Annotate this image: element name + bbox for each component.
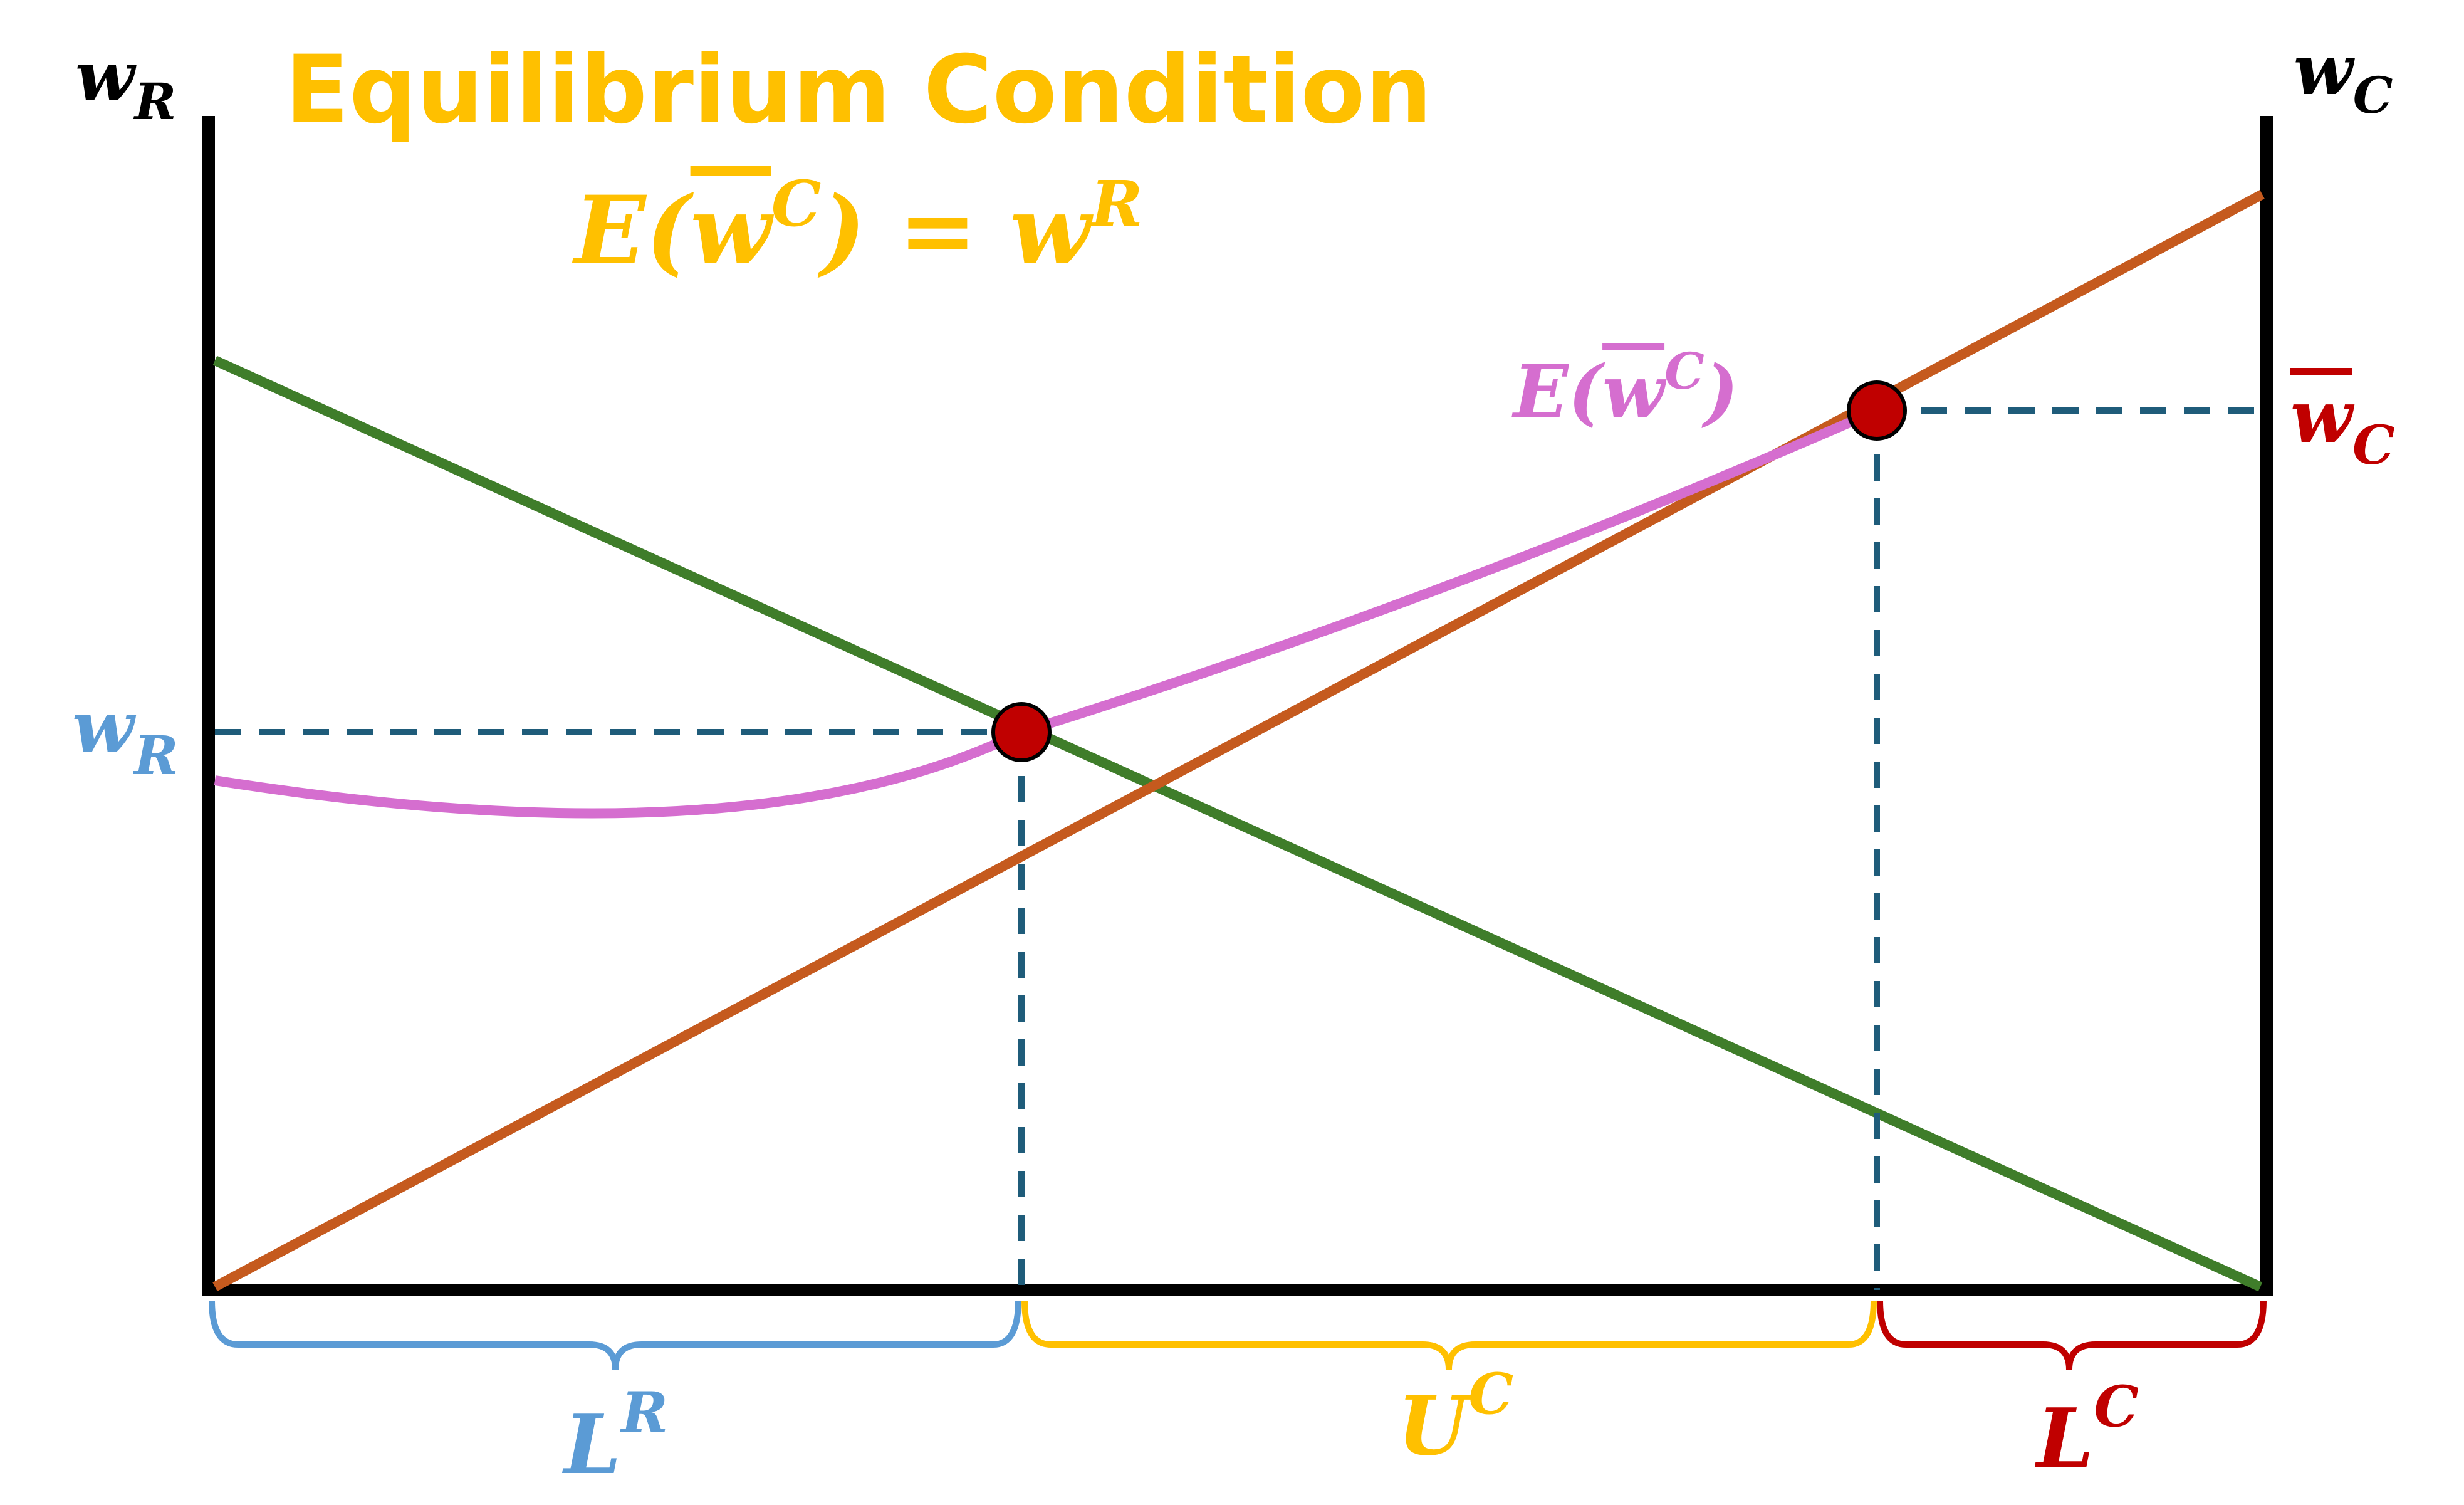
green-line [212,355,2263,1292]
condition-rhs: ) = w [817,176,1094,286]
brace-right [1877,1300,2267,1370]
segment-label-lc: LC [2034,1373,2139,1486]
wr-label: wR [72,685,179,787]
condition-lhs: E( [572,176,694,286]
segment-label-lr: LR [561,1380,668,1492]
condition-rhs-sup: R [1089,167,1143,241]
segment-label-uc: UC [1397,1361,1513,1474]
equilibrium-point-right [1847,380,1907,441]
orange-line [212,189,2265,1292]
diagram-title: Equilibrium Condition [285,36,1433,145]
condition-var-sup: C [771,167,822,241]
brace-middle [1021,1300,1877,1370]
condition-var: w [691,176,775,286]
wc-bar-label: wC [2290,375,2395,477]
brace-left [209,1300,1021,1370]
equilibrium-condition: E(wC) = wR [572,167,1142,286]
left-axis-label: wR [75,36,176,131]
right-axis-label: wC [2294,29,2393,125]
equilibrium-point-left [991,702,1052,762]
curve-label: E(wC) [1511,342,1738,434]
